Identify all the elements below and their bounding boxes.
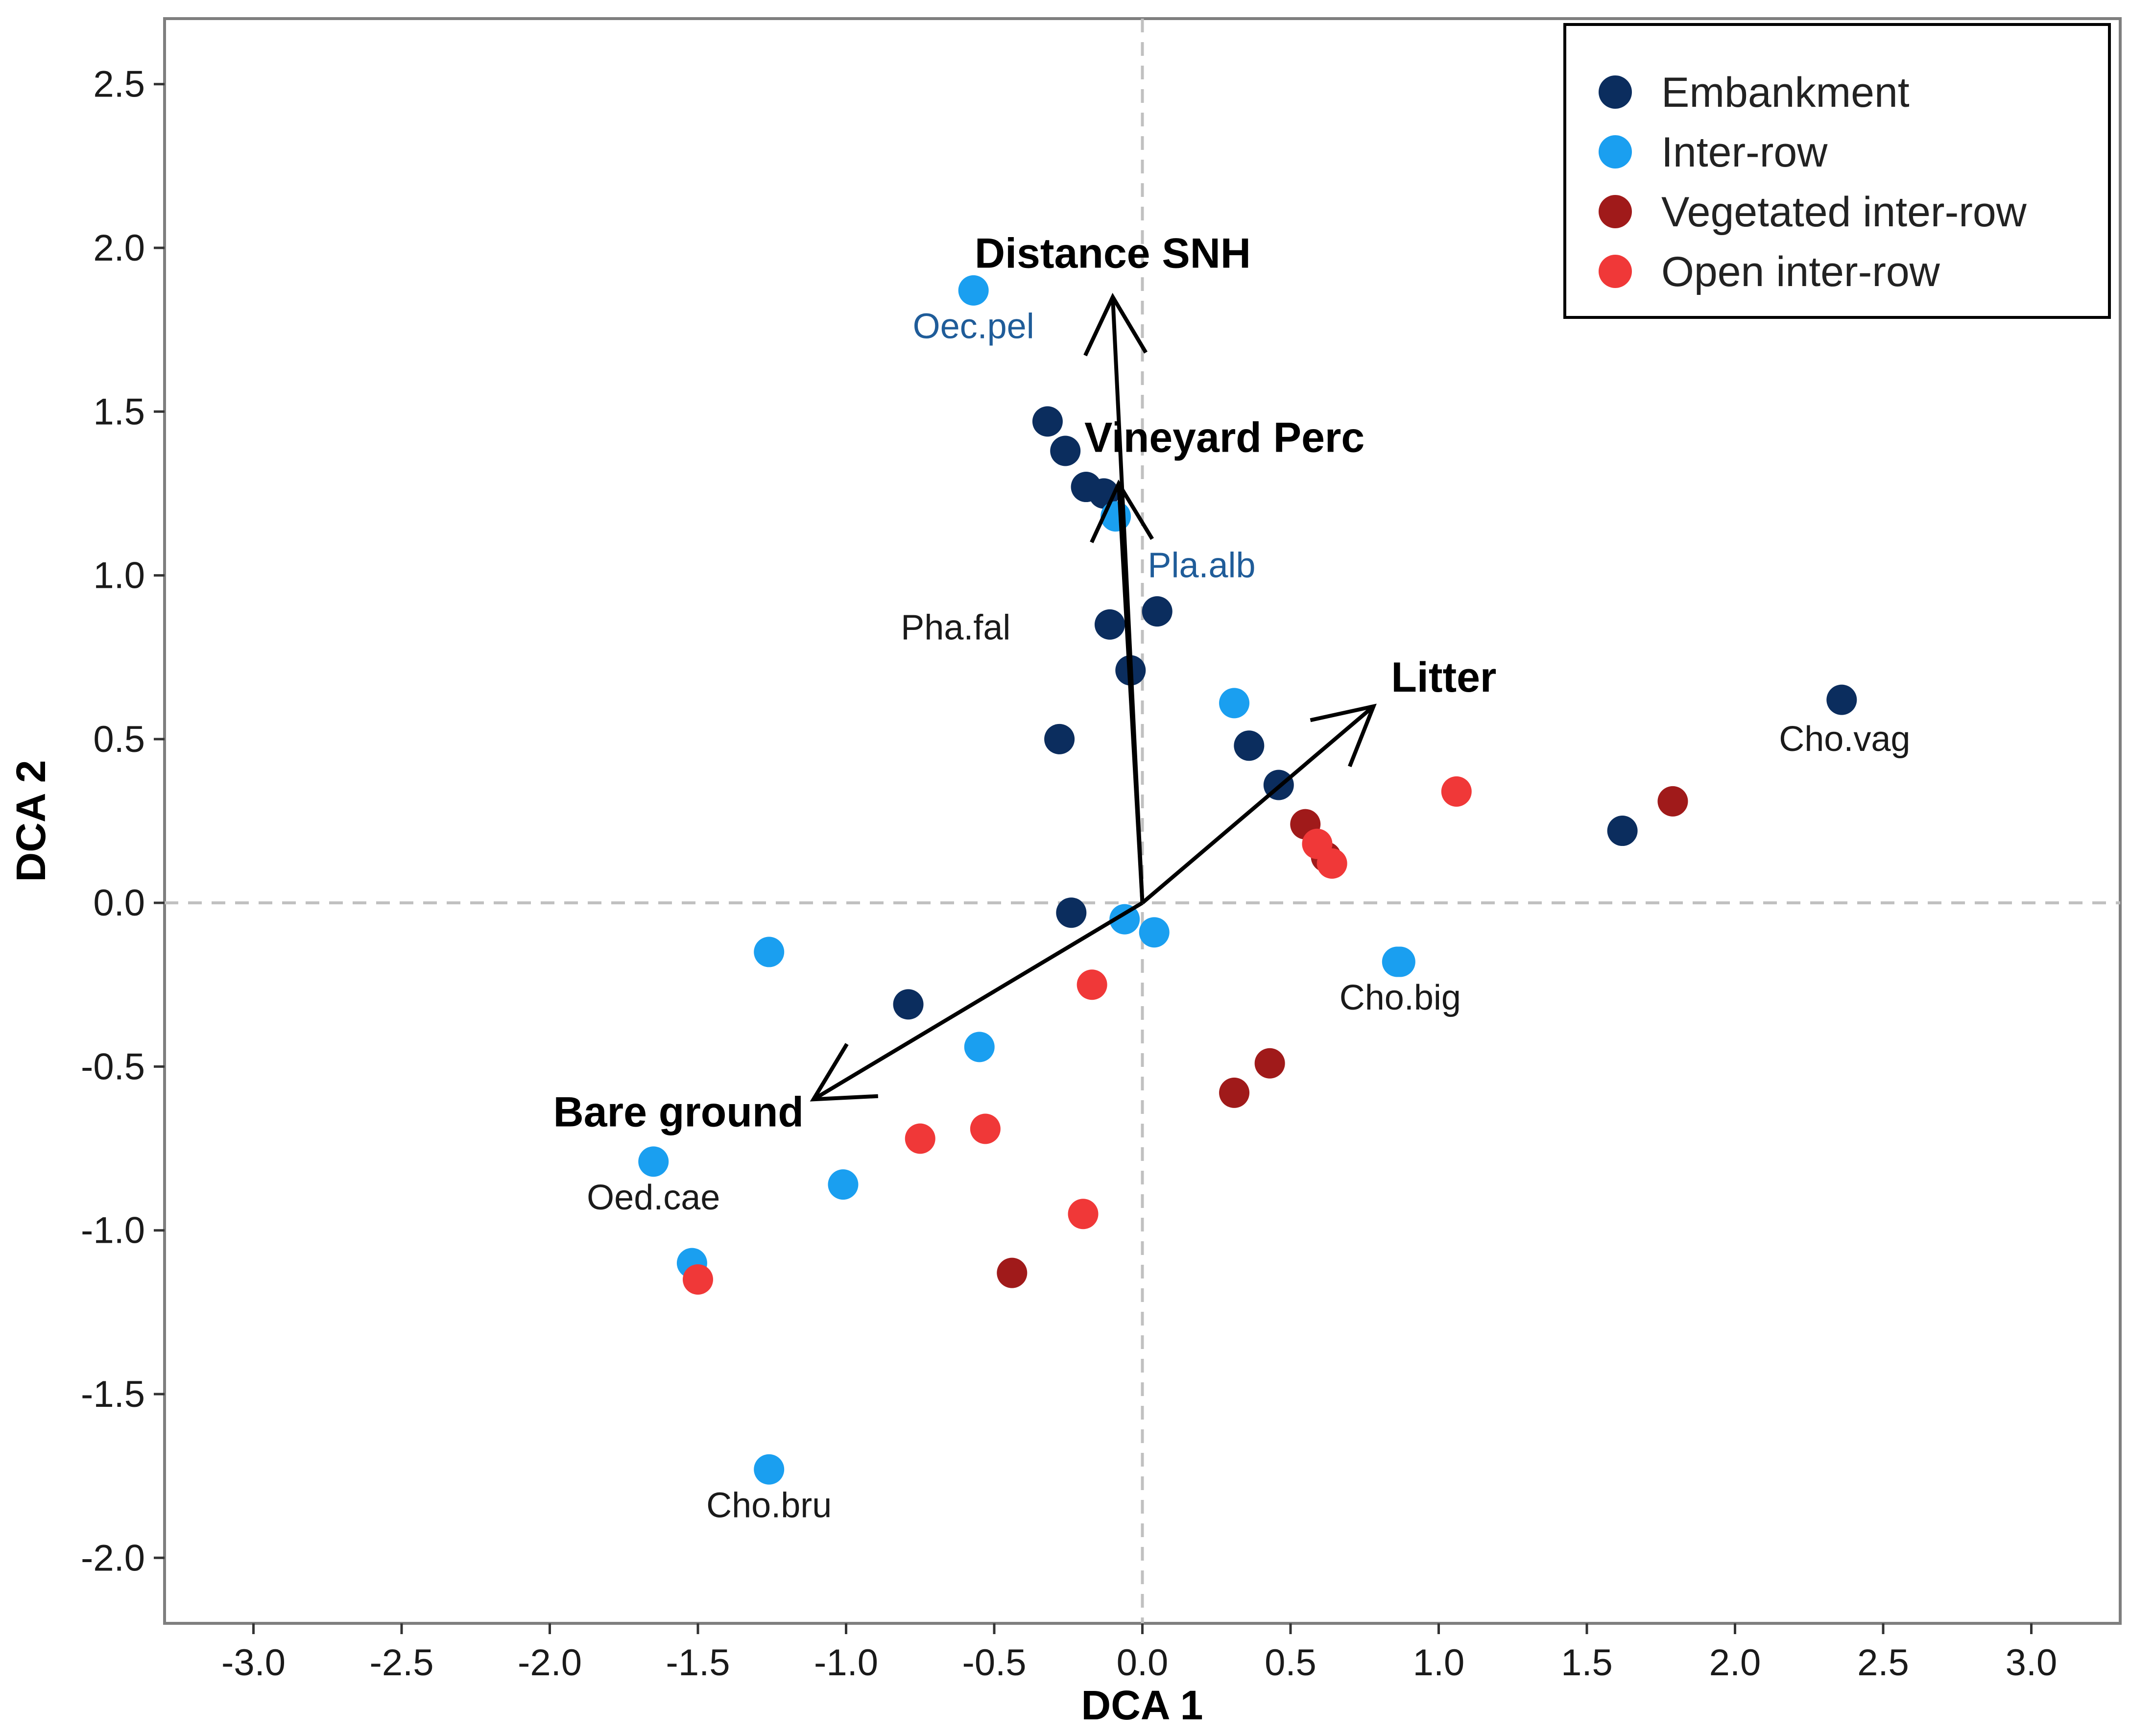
- point-open-inter-row: [1316, 848, 1347, 879]
- vector-distance-snh-label: Distance SNH: [975, 230, 1251, 277]
- y-tick-label: -1.0: [81, 1210, 145, 1252]
- y-tick-label: -1.5: [81, 1374, 145, 1415]
- y-axis-title: DCA 2: [8, 760, 54, 882]
- x-tick-label: -2.0: [518, 1642, 582, 1684]
- point-inter-row: [1219, 688, 1250, 719]
- point-inter-row: [1139, 917, 1170, 948]
- legend-label-vegetated-inter-row: Vegetated inter-row: [1661, 189, 2027, 236]
- point-embankment: [1094, 609, 1125, 640]
- point-open-inter-row: [905, 1123, 935, 1154]
- x-tick-label: 0.5: [1265, 1642, 1316, 1684]
- point-inter-row: [1109, 904, 1140, 935]
- point-open-inter-row: [683, 1264, 713, 1295]
- x-tick-label: 3.0: [2006, 1642, 2058, 1684]
- point-inter-row: [1385, 946, 1415, 977]
- point-embankment: [1032, 406, 1063, 437]
- x-tick-label: -3.0: [221, 1642, 286, 1684]
- species-labels: Oec.pel Pla.alb Pha.fal Cho.vag Cho.big Oed.c…: [587, 307, 1910, 1525]
- y-tick-label: 0.5: [93, 719, 145, 760]
- x-tick-label: 2.5: [1857, 1642, 1909, 1684]
- point-inter-row: [964, 1032, 995, 1062]
- legend: Embankment Inter-row Vegetated inter-row Op…: [1563, 23, 2111, 319]
- legend-label-embankment: Embankment: [1661, 69, 1910, 116]
- point-open-inter-row: [1441, 776, 1472, 807]
- vector-litter-arrowhead: [1310, 703, 1377, 768]
- point-vegetated-inter-row: [1254, 1048, 1285, 1079]
- x-tick-label: 0.0: [1117, 1642, 1169, 1684]
- point-open-inter-row: [1068, 1199, 1099, 1230]
- x-tick-label: -2.5: [370, 1642, 434, 1684]
- point-embankment: [1142, 596, 1173, 627]
- x-axis: -3.0 -2.5 -2.0 -1.5 -1.0 -0.5 0.0 0.5 1.0 1.5 2.0 2…: [221, 1623, 2057, 1684]
- vector-vineyard-perc-arrowhead: [1090, 479, 1154, 543]
- y-tick-label: -2.0: [81, 1537, 145, 1579]
- legend-box: [1563, 23, 2111, 319]
- y-tick-label: 2.5: [93, 64, 145, 105]
- x-tick-label: 1.5: [1561, 1642, 1613, 1684]
- point-embankment: [1056, 897, 1087, 928]
- point-open-inter-row: [970, 1113, 1001, 1144]
- y-tick-label: 2.0: [93, 227, 145, 269]
- point-inter-row: [754, 1454, 785, 1485]
- vector-distance-snh-arrowhead: [1083, 292, 1148, 357]
- y-tick-label: 1.5: [93, 391, 145, 433]
- species-label-oec-pel: Oec.pel: [913, 307, 1034, 346]
- species-label-cho-big: Cho.big: [1340, 978, 1461, 1017]
- x-tick-label: 1.0: [1413, 1642, 1465, 1684]
- species-label-pla-alb: Pla.alb: [1148, 546, 1255, 585]
- y-axis: 2.5 2.0 1.5 1.0 0.5 0.0 -0.5 -1.0 -1.5 -2.0: [81, 64, 165, 1579]
- x-tick-label: 2.0: [1709, 1642, 1761, 1684]
- point-embankment: [1050, 435, 1081, 466]
- y-tick-label: -0.5: [81, 1046, 145, 1087]
- vector-vineyard-perc-line: [1117, 483, 1145, 903]
- legend-swatch-embankment: [1599, 75, 1632, 109]
- vector-litter-line: [1141, 704, 1375, 905]
- x-axis-title: DCA 1: [1081, 1682, 1203, 1728]
- vector-bare-ground-line: [812, 901, 1144, 1101]
- species-label-cho-bru: Cho.bru: [706, 1486, 832, 1525]
- species-label-oed-cae: Oed.cae: [587, 1178, 720, 1217]
- x-tick-label: -1.5: [666, 1642, 730, 1684]
- legend-label-open-inter-row: Open inter-row: [1661, 248, 1940, 295]
- point-embankment: [1044, 723, 1075, 754]
- point-vegetated-inter-row: [997, 1257, 1028, 1288]
- environmental-vectors: Distance SNH Vineyard Perc Litter Bare grou…: [553, 230, 1497, 1135]
- point-embankment: [1826, 684, 1857, 715]
- vector-vineyard-perc-label: Vineyard Perc: [1084, 414, 1364, 461]
- vector-bare-ground-label: Bare ground: [553, 1088, 804, 1135]
- x-tick-label: -1.0: [814, 1642, 878, 1684]
- y-tick-label: 0.0: [93, 882, 145, 924]
- vector-bare-ground-arrowhead: [810, 1043, 878, 1102]
- y-tick-label: 1.0: [93, 555, 145, 597]
- point-inter-row: [958, 275, 989, 306]
- point-embankment: [1234, 730, 1265, 761]
- point-inter-row: [638, 1146, 669, 1177]
- point-inter-row: [828, 1169, 859, 1200]
- species-label-pha-fal: Pha.fal: [901, 608, 1010, 648]
- point-embankment: [1607, 816, 1638, 846]
- legend-label-inter-row: Inter-row: [1661, 129, 1828, 176]
- legend-swatch-open-inter-row: [1599, 255, 1632, 288]
- point-vegetated-inter-row: [1219, 1077, 1250, 1108]
- legend-swatch-inter-row: [1599, 135, 1632, 169]
- point-embankment: [893, 989, 924, 1020]
- point-open-inter-row: [1077, 969, 1107, 1000]
- legend-swatch-vegetated-inter-row: [1599, 195, 1632, 228]
- species-label-cho-vag: Cho.vag: [1779, 720, 1910, 759]
- scatter-points: [638, 275, 1857, 1485]
- x-tick-label: -0.5: [962, 1642, 1027, 1684]
- point-vegetated-inter-row: [1657, 786, 1688, 817]
- vector-litter-label: Litter: [1391, 654, 1496, 701]
- point-inter-row: [754, 937, 785, 967]
